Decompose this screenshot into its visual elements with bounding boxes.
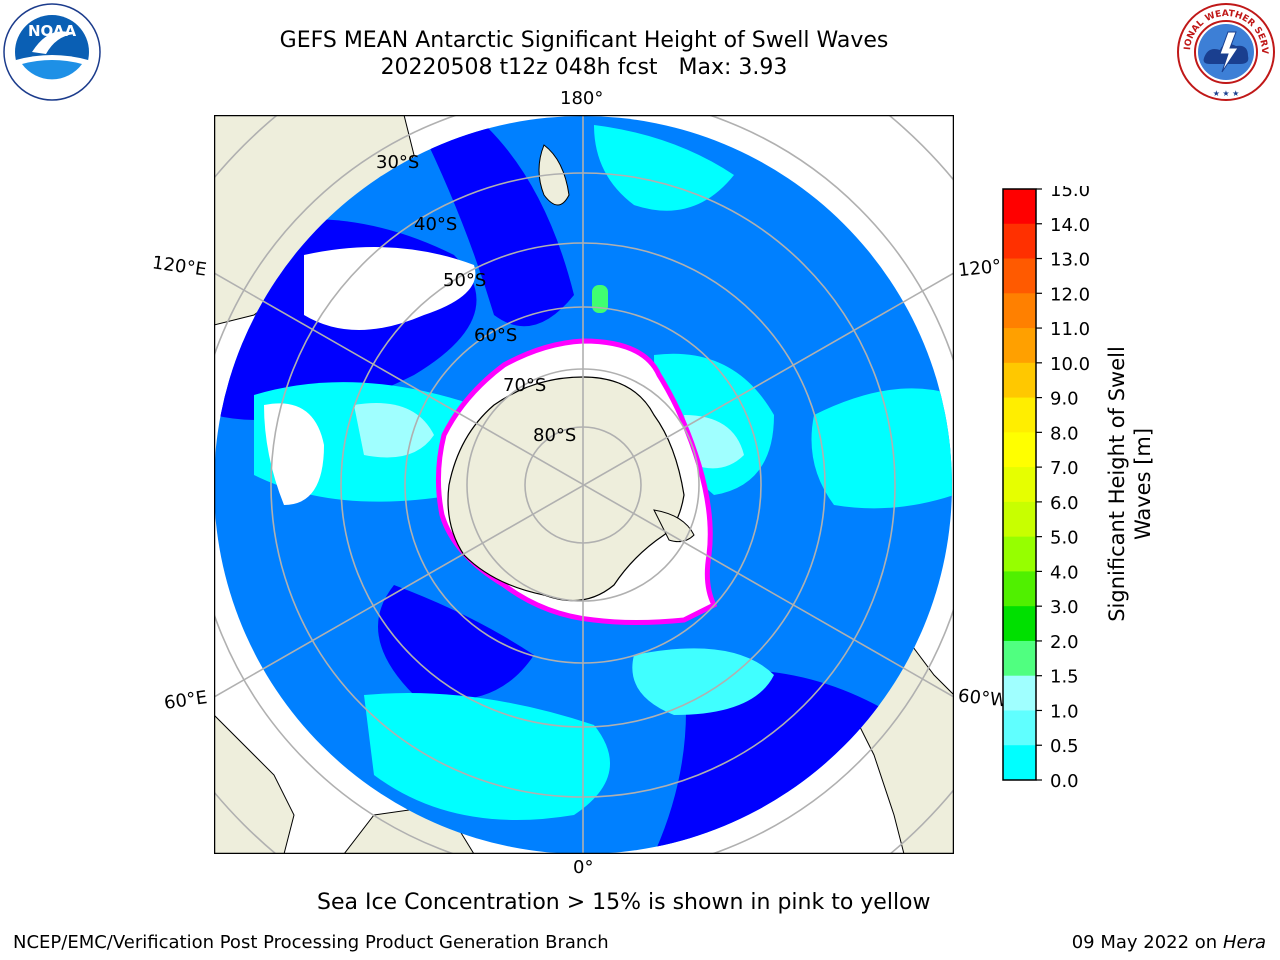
colorbar-segment: [1003, 362, 1036, 399]
colorbar-segment: [1003, 640, 1036, 677]
ocean-calm-region-3: [654, 670, 894, 854]
colorbar-segment: [1003, 536, 1036, 572]
colorbar: 15.0 14.0 13.0 12.0 11.0 10.0 9.0 8.0 7.0 6.0 5.0 4…: [1002, 186, 1155, 792]
lat-label-80s: 80°S: [533, 425, 577, 446]
colorbar-segment: [1003, 571, 1036, 607]
lat-label-60s: 60°S: [474, 325, 518, 346]
antarctic-peninsula: [653, 509, 695, 543]
colorbar-frame: [1002, 188, 1037, 781]
colorbar-tick-label: 6.0: [1050, 493, 1079, 514]
colorbar-segments: [1003, 189, 1036, 781]
branch-credit: NCEP/EMC/Verification Post Processing Pr…: [13, 932, 609, 953]
colorbar-tick-label: 1.5: [1050, 667, 1079, 688]
lon-label-60e: 60°E: [162, 687, 209, 714]
colorbar-segment: [1003, 675, 1036, 711]
date-text: 09 May 2022 on: [1071, 932, 1218, 953]
colorbar-tick-label: 8.0: [1050, 423, 1079, 444]
swell-band-6: [632, 648, 774, 715]
lat-label-70s: 70°S: [503, 375, 547, 396]
colorbar-segment: [1003, 258, 1036, 294]
colorbar-tick-label: 0.5: [1050, 736, 1079, 757]
colorbar-segment: [1003, 432, 1036, 468]
colorbar-tick-label: 1.0: [1050, 701, 1079, 722]
colorbar-segment: [1003, 467, 1036, 503]
ocean-calm-region-2: [414, 116, 574, 327]
colorbar-tick-label: 9.0: [1050, 389, 1079, 410]
noaa-logo-text: NOAA: [28, 22, 77, 40]
run-info: 20220508 t12z 048h fcst: [380, 55, 658, 80]
max-value: Max: 3.93: [678, 55, 788, 80]
svg-text:★ ★ ★: ★ ★ ★: [1213, 89, 1240, 98]
swell-band-5: [594, 125, 734, 211]
sea-ice-note: Sea Ice Concentration > 15% is shown in …: [317, 890, 931, 915]
lat-label-30s: 30°S: [376, 152, 420, 173]
colorbar-label-line2: Waves [m]: [1131, 428, 1155, 540]
colorbar-tick-label: 10.0: [1050, 354, 1090, 375]
colorbar-tick-label: 0.0: [1050, 771, 1079, 792]
noaa-logo: NOAA: [3, 3, 101, 101]
colorbar-tick-label: 2.0: [1050, 632, 1079, 653]
colorbar-segment: [1003, 293, 1036, 329]
colorbar-tick-label: 7.0: [1050, 458, 1079, 479]
swell-band-7: [354, 403, 434, 458]
graticule: [214, 115, 954, 854]
colorbar-segment: [1003, 397, 1036, 433]
colorbar-tick-label: 13.0: [1050, 250, 1090, 271]
colorbar-tick-label: 3.0: [1050, 597, 1079, 618]
colorbar-segment: [1003, 710, 1036, 746]
colorbar-tick-label: 12.0: [1050, 284, 1090, 305]
lon-label-0: 0°: [573, 857, 594, 878]
colorbar-segment: [1003, 328, 1036, 364]
no-data-region-2: [264, 403, 324, 505]
africa-land: [214, 714, 295, 854]
host-name: Hera: [1222, 932, 1266, 953]
map-frame: [214, 115, 954, 854]
map-subtitle: 20220508 t12z 048h fcst Max: 3.93: [184, 55, 984, 81]
polar-map: [214, 115, 954, 854]
lon-label-120e: 120°E: [150, 252, 208, 281]
swell-band-4: [811, 388, 952, 509]
lat-label-40s: 40°S: [414, 214, 458, 235]
colorbar-segment: [1003, 501, 1036, 538]
colorbar-segment: [1003, 223, 1036, 260]
swell-band-8: [684, 415, 744, 469]
colorbar-segment: [1003, 606, 1036, 642]
colorbar-tick-label: 4.0: [1050, 562, 1079, 583]
generation-date: 09 May 2022 on Hera: [1072, 932, 1266, 953]
colorbar-label-line1: Significant Height of Swell: [1105, 346, 1129, 622]
ocean-calm-region-4: [378, 585, 534, 700]
map-title: GEFS MEAN Antarctic Significant Height o…: [279, 28, 889, 53]
lon-label-180: 180°: [560, 88, 604, 109]
no-data-region-1: [304, 247, 476, 330]
colorbar-tick-label: 11.0: [1050, 319, 1090, 340]
colorbar-ticks: 15.0 14.0 13.0 12.0 11.0 10.0 9.0 8.0 7.0 6.0 5.0 4…: [1036, 186, 1090, 792]
colorbar-segment: [1003, 189, 1036, 225]
colorbar-tick-label: 5.0: [1050, 528, 1079, 549]
lat-label-50s: 50°S: [443, 270, 487, 291]
nws-logo: NATIONAL WEATHER SERVICE ★ ★ ★: [1176, 2, 1275, 101]
lon-label-120w: 120°: [957, 255, 1003, 282]
colorbar-tick-label: 15.0: [1050, 186, 1090, 201]
colorbar-segment: [1003, 745, 1036, 781]
swell-peak: [592, 285, 608, 313]
colorbar-tick-label: 14.0: [1050, 215, 1090, 236]
